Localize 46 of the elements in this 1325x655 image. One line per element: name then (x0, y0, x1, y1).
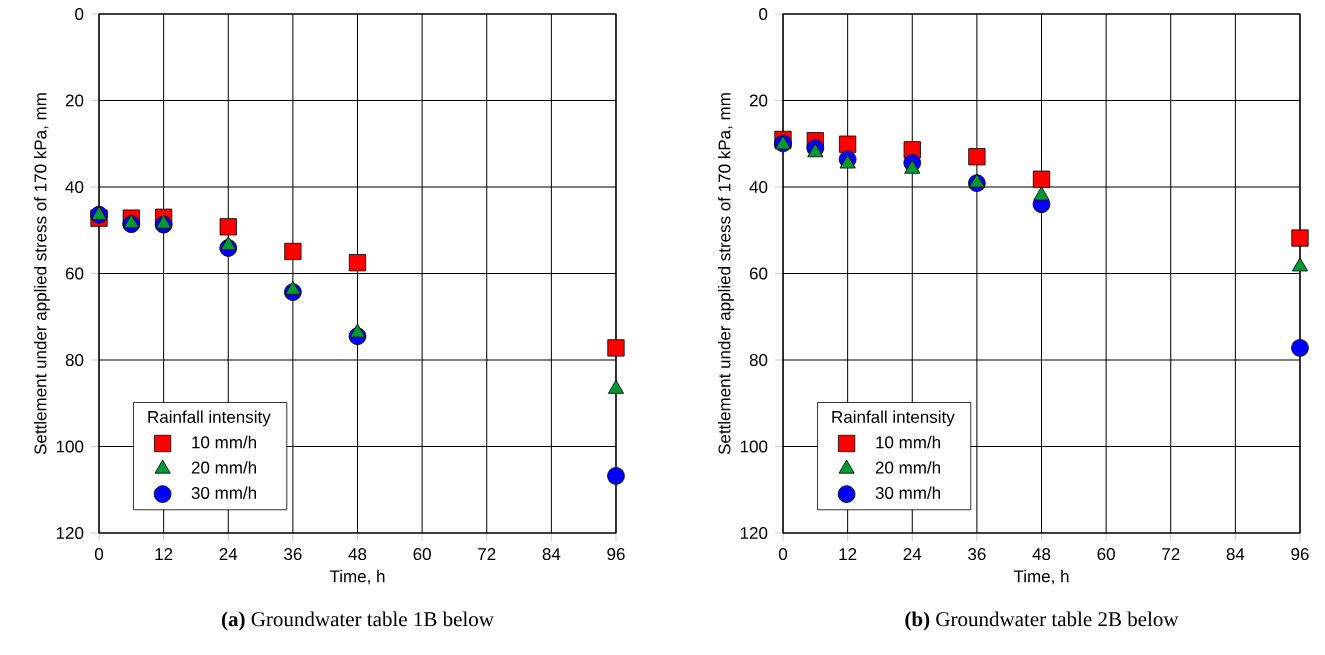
x-tick-label: 84 (1226, 548, 1245, 561)
legend-label: 30 mm/h (191, 486, 256, 499)
y-tick-label: 0 (75, 8, 84, 21)
y-tick-label: 80 (749, 354, 768, 367)
x-tick-label: 96 (1291, 548, 1309, 561)
x-axis-title: Time, h (1013, 569, 1069, 585)
y-tick-label: 60 (65, 267, 84, 280)
y-tick-label: 120 (740, 527, 768, 540)
y-axis-title: Settlement under applied stress of 170 kPa, mm (718, 93, 734, 455)
legend-label: 20 mm/h (875, 461, 941, 474)
y-axis-title: Settlement under applied stress of 170 kPa, mm (33, 93, 50, 455)
x-tick-label: 12 (839, 548, 857, 560)
x-tick-label: 36 (968, 548, 986, 561)
legend-label: 10 mm/h (192, 435, 256, 449)
x-tick-label: 36 (284, 548, 302, 561)
y-tick-label: 100 (740, 440, 768, 453)
y-tick-label: 80 (65, 354, 84, 367)
legend-title: Rainfall intensity (832, 410, 955, 427)
x-tick-label: 60 (1097, 548, 1115, 561)
legend-title: Rainfall intensity (148, 410, 271, 427)
y-tick-label: 20 (65, 94, 84, 107)
x-tick-label: 84 (542, 548, 561, 561)
x-tick-label: 48 (348, 548, 367, 561)
text: (a) Groundwater table 1B below (221, 611, 494, 631)
x-tick-label: 60 (413, 548, 431, 561)
x-tick-label: 48 (1032, 548, 1051, 561)
x-tick-label: 24 (219, 548, 238, 560)
y-tick-label: 40 (749, 181, 768, 194)
y-tick-label: 120 (56, 527, 84, 540)
legend-label: 20 mm/h (191, 461, 256, 474)
x-tick-label: 72 (1162, 548, 1180, 560)
text: (b) Groundwater table 2B below (905, 611, 1179, 631)
y-tick-label: 100 (56, 440, 84, 453)
x-tick-label: 24 (903, 548, 922, 560)
y-tick-label: 0 (759, 8, 768, 21)
y-tick-label: 40 (65, 181, 84, 194)
x-tick-label: 96 (607, 548, 625, 561)
x-axis-title: Time, h (329, 569, 385, 585)
x-tick-label: 12 (155, 548, 173, 560)
x-tick-label: 72 (478, 548, 496, 560)
y-tick-label: 60 (749, 267, 768, 280)
x-tick-label: 0 (778, 548, 788, 561)
x-tick-label: 0 (94, 548, 104, 561)
legend-label: 10 mm/h (876, 435, 941, 449)
legend-label: 30 mm/h (875, 486, 941, 499)
y-tick-label: 20 (749, 94, 768, 107)
